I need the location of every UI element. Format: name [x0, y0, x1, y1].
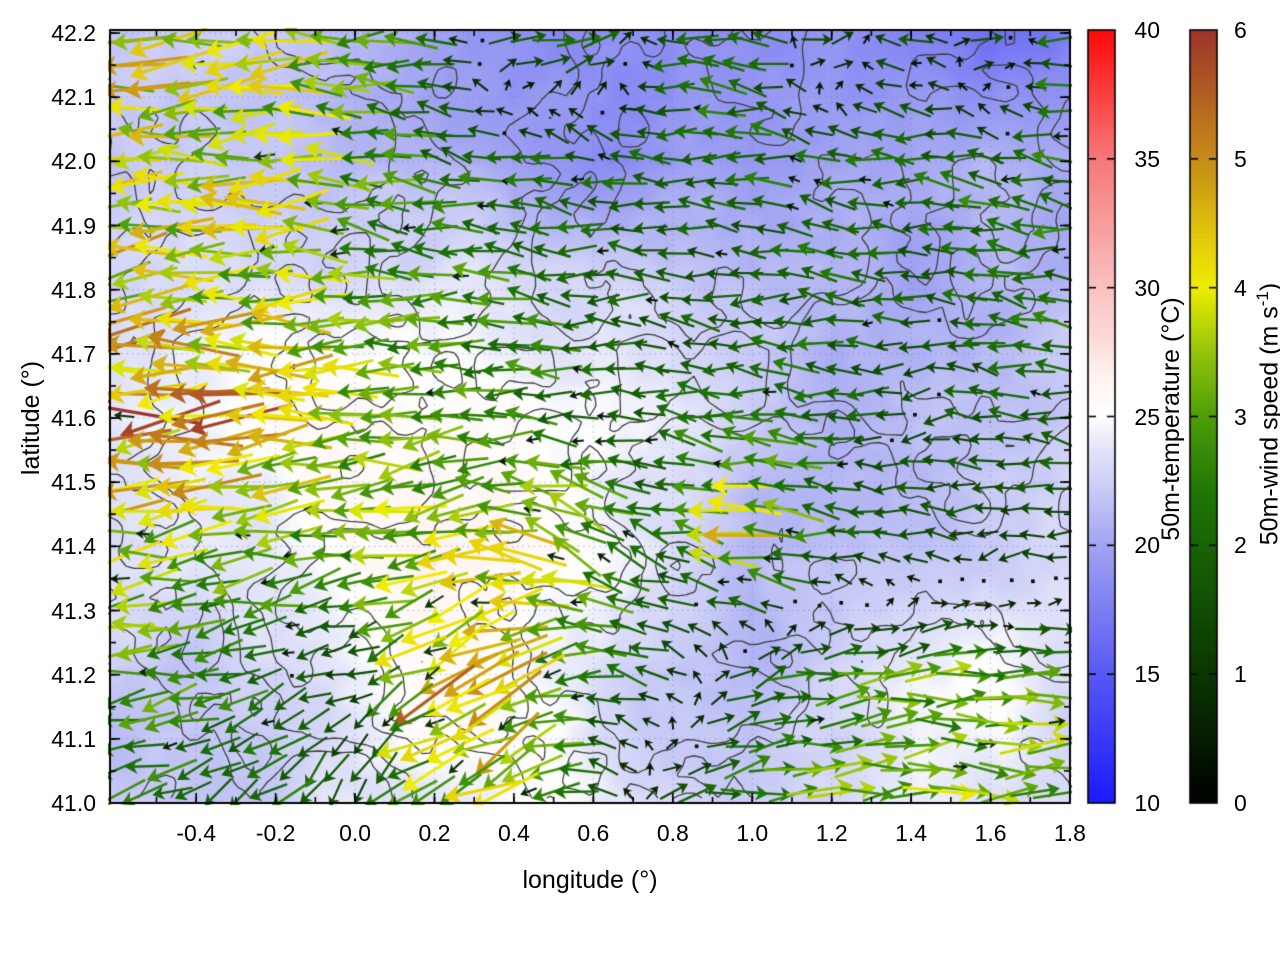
temperature-colorbar-tick-label: 20	[1134, 532, 1160, 559]
x-tick-label: 1.0	[736, 820, 769, 846]
x-tick-label: 1.4	[895, 820, 928, 846]
x-axis-title: longitude (°)	[522, 866, 658, 894]
y-tick-label: 41.8	[51, 276, 96, 303]
temperature-colorbar-tick-label: 30	[1134, 274, 1160, 301]
wind-colorbar-title-text: 50m-wind speed (m s	[1255, 306, 1280, 546]
wind-colorbar-title: 50m-wind speed (m s-1)	[1253, 252, 1280, 576]
temperature-colorbar-title: 50m-temperature (°C)	[1157, 297, 1185, 541]
wind-colorbar-tick-label: 1	[1234, 661, 1247, 688]
wind-colorbar-tick-label: 0	[1234, 790, 1247, 816]
wind-colorbar-tick-label: 5	[1234, 145, 1247, 172]
y-tick-label: 41.1	[51, 725, 96, 752]
y-tick-label: 41.3	[51, 597, 96, 624]
x-tick-label: 1.6	[974, 820, 1007, 846]
y-tick-label: 41.2	[51, 661, 96, 688]
y-tick-label: 41.0	[51, 790, 96, 816]
temperature-colorbar-tick-label: 15	[1134, 661, 1160, 688]
x-tick-label: 0.8	[656, 820, 689, 846]
y-axis-title: latitude (°)	[17, 360, 45, 476]
y-tick-label: 42.2	[51, 20, 96, 47]
wind-colorbar-tick-label: 4	[1234, 274, 1247, 301]
x-tick-label: 0.0	[339, 820, 372, 846]
y-tick-label: 41.7	[51, 340, 96, 367]
y-tick-label: 41.9	[51, 212, 96, 239]
x-tick-label: 0.4	[497, 820, 530, 846]
wind-colorbar-tick-label: 2	[1234, 532, 1247, 559]
temperature-colorbar-tick-label: 25	[1134, 403, 1160, 430]
wind-colorbar-tick-label: 3	[1234, 403, 1247, 430]
x-tick-label: -0.2	[255, 820, 296, 846]
wind-colorbar-title-sup: -1	[1253, 291, 1272, 307]
y-tick-label: 42.1	[51, 84, 96, 111]
x-tick-label: 1.2	[815, 820, 848, 846]
y-tick-label: 41.5	[51, 469, 96, 496]
x-tick-label: 0.6	[577, 820, 610, 846]
x-tick-label: 0.2	[418, 820, 451, 846]
wind-colorbar-tick-label: 6	[1234, 17, 1247, 43]
temperature-colorbar-tick-label: 35	[1134, 145, 1160, 172]
x-tick-label: 1.8	[1054, 820, 1086, 846]
y-tick-label: 41.4	[51, 533, 96, 560]
temperature-colorbar-tick-label: 10	[1134, 790, 1160, 816]
temperature-colorbar-tick-label: 40	[1134, 17, 1160, 43]
wind-colorbar-title-suffix: )	[1255, 283, 1280, 291]
y-tick-label: 42.0	[51, 148, 96, 175]
y-tick-label: 41.6	[51, 405, 96, 431]
x-tick-label: -0.4	[176, 820, 216, 846]
